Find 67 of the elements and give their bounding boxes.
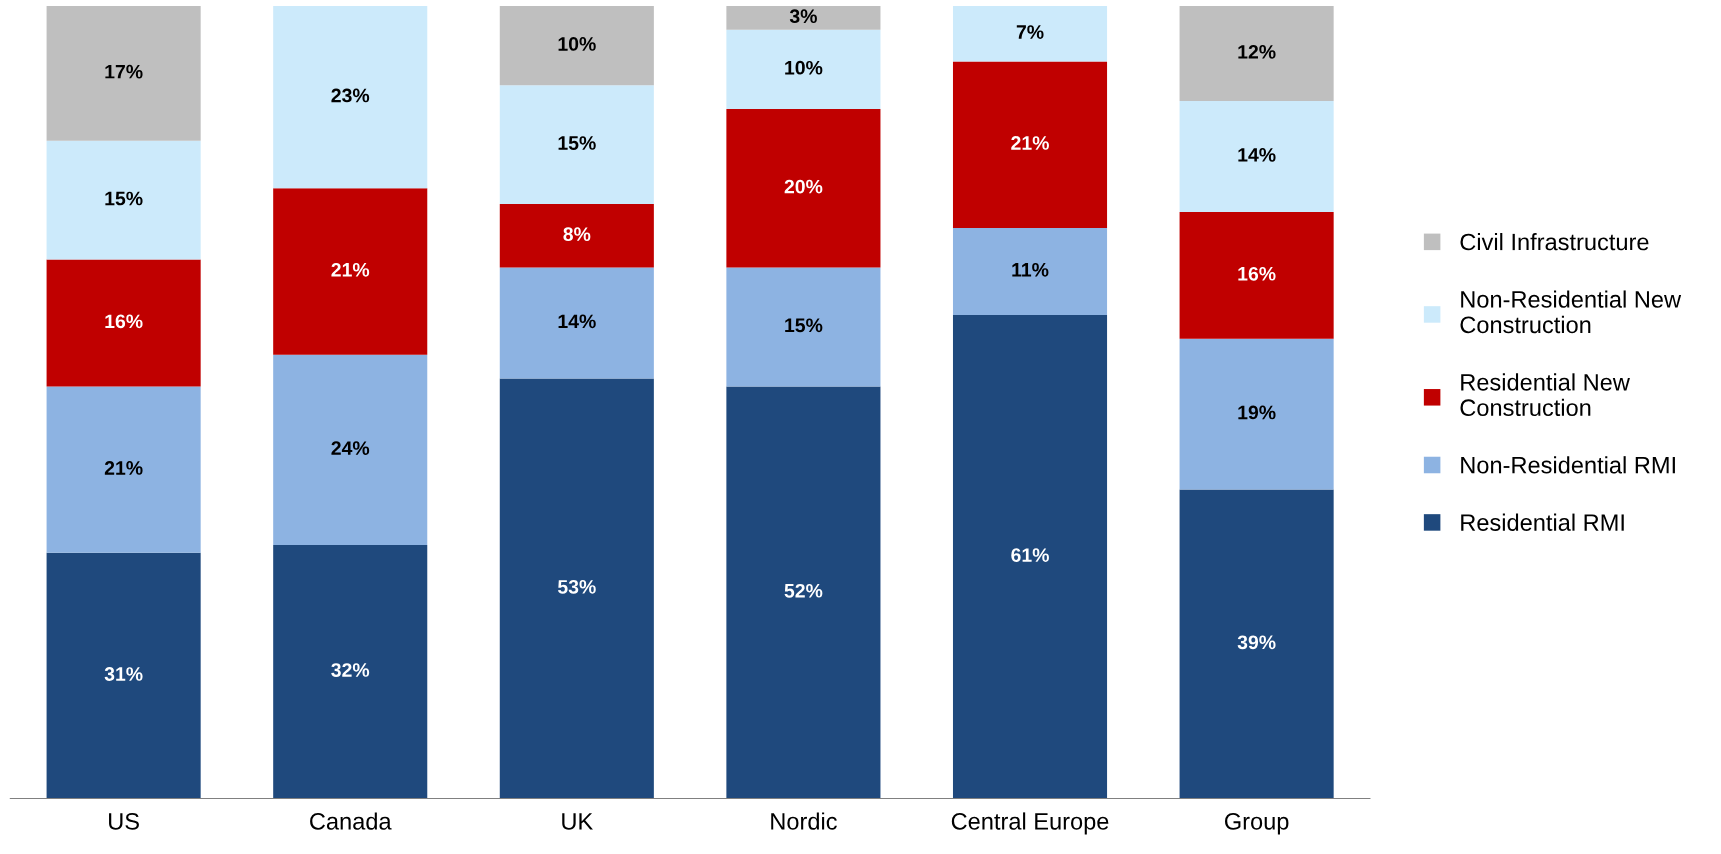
bar (46, 5, 201, 141)
bar (1179, 5, 1334, 102)
data-label: 10% (558, 37, 596, 51)
data-label: 39% (1237, 635, 1276, 650)
bar (499, 5, 654, 86)
data-label: 21% (104, 461, 143, 475)
data-label: 16% (1238, 266, 1276, 281)
x-tick-label: US (109, 813, 139, 830)
bar (499, 267, 654, 379)
legend-label: Residential New Construction (1460, 373, 1630, 417)
bar (46, 552, 201, 799)
bar (952, 315, 1108, 799)
bar (46, 386, 201, 553)
bar (726, 109, 881, 268)
bar (273, 544, 428, 799)
data-label: 52% (784, 583, 823, 598)
bar (499, 378, 654, 799)
bar (726, 29, 881, 109)
bar (726, 386, 881, 799)
legend-label: Non-Residential New Construction (1460, 290, 1682, 334)
legend-label: Residential RMI (1461, 513, 1624, 531)
bar (952, 5, 1108, 62)
data-label: 14% (558, 314, 596, 329)
bar (46, 259, 201, 387)
bar (952, 61, 1108, 228)
x-tick-label: Group (1225, 813, 1289, 835)
bar (1179, 212, 1334, 339)
x-tick-label: Nordic (771, 812, 837, 830)
data-label: 21% (1011, 136, 1049, 150)
data-label: 32% (331, 663, 370, 677)
data-label: 8% (563, 227, 591, 242)
data-label: 15% (105, 191, 143, 206)
bar (952, 227, 1108, 316)
bar (499, 85, 654, 205)
bar (1179, 101, 1334, 213)
bar (726, 267, 881, 387)
data-label: 53% (557, 579, 596, 594)
data-label: 3% (789, 9, 817, 24)
x-tick-label: UK (562, 813, 593, 830)
data-label: 23% (331, 88, 370, 103)
data-label: 61% (1011, 548, 1049, 562)
data-label: 14% (1238, 148, 1276, 162)
legend-label: Civil Infrastructure (1460, 233, 1649, 251)
data-label: 24% (331, 441, 370, 455)
data-label: 31% (104, 667, 143, 681)
data-label: 17% (105, 64, 143, 79)
data-label: 7% (1016, 25, 1044, 39)
data-label: 12% (1238, 44, 1276, 59)
bar (1179, 489, 1334, 799)
bar (726, 5, 881, 30)
data-label: 15% (785, 318, 823, 333)
data-label: 16% (105, 314, 143, 329)
legend-label: Non-Residential RMI (1461, 456, 1675, 474)
data-label: 11% (1012, 262, 1049, 277)
data-label: 10% (785, 60, 823, 75)
bar (273, 188, 428, 355)
bar (273, 5, 428, 189)
data-label: 15% (558, 136, 596, 150)
bar (499, 204, 654, 268)
bar (273, 354, 428, 545)
data-label: 20% (784, 179, 823, 194)
x-tick-label: Central Europe (951, 812, 1109, 835)
bar (46, 140, 201, 260)
data-label: 21% (331, 262, 370, 277)
data-label: 19% (1238, 405, 1276, 420)
x-tick-label: Canada (310, 812, 392, 830)
bar (1179, 338, 1334, 490)
